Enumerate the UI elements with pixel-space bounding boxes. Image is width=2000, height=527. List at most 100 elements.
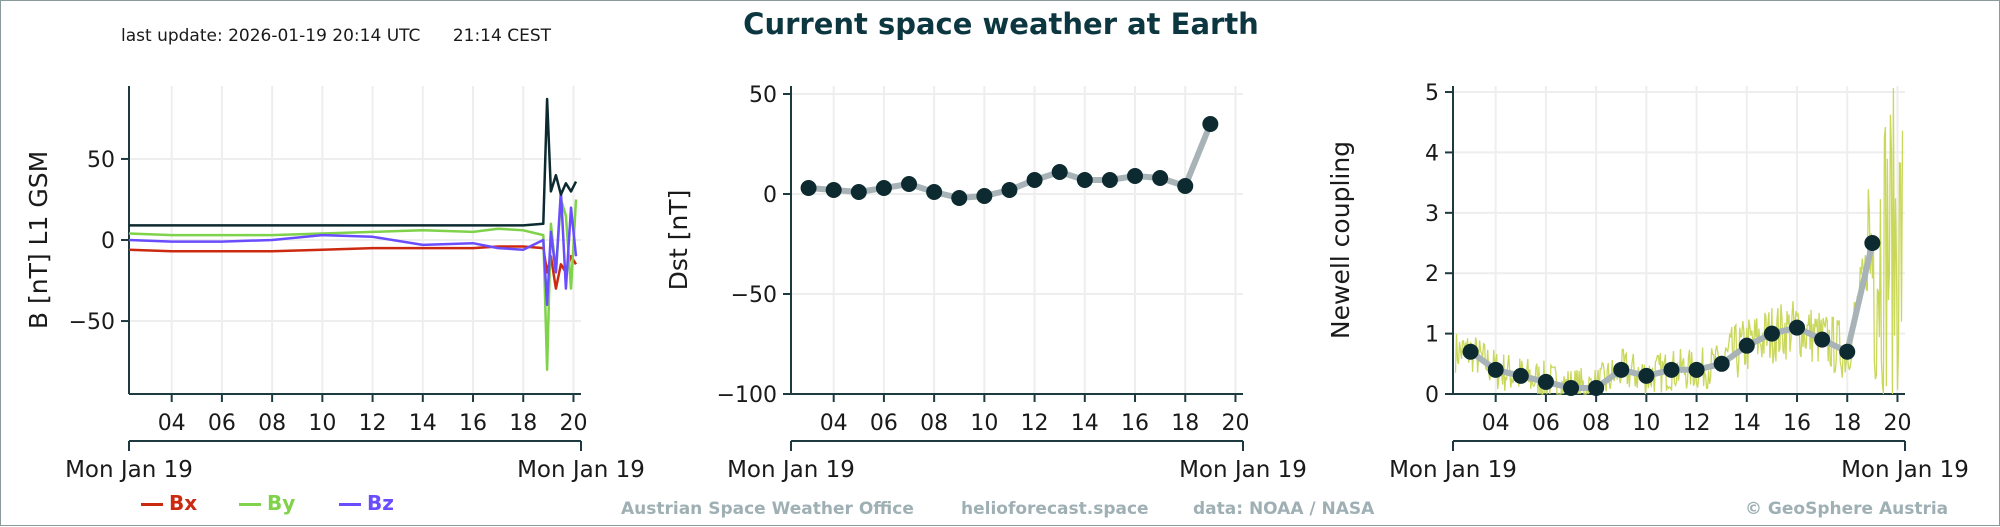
- data-point: [1814, 331, 1831, 348]
- date-start-label: Mon Jan 19: [727, 457, 855, 483]
- x-tick-label: 18: [1833, 411, 1861, 436]
- data-point: [1839, 343, 1856, 360]
- x-tick-label: 10: [308, 411, 336, 436]
- data-point: [1688, 361, 1705, 378]
- y-tick-label: −50: [69, 310, 115, 335]
- x-tick-label: 06: [1532, 411, 1560, 436]
- data-point: [800, 180, 817, 196]
- y-tick-label: −100: [717, 383, 777, 408]
- x-tick-label: 08: [1582, 411, 1610, 436]
- data-point: [1763, 325, 1780, 342]
- legend-by-label: By: [267, 491, 296, 515]
- x-tick-label: 04: [820, 411, 848, 436]
- x-tick-label: 12: [359, 411, 387, 436]
- data-point: [1563, 379, 1580, 396]
- x-tick-label: 20: [559, 411, 587, 436]
- data-point: [1613, 361, 1630, 378]
- x-tick-label: 12: [1021, 411, 1049, 436]
- data-point: [1638, 367, 1655, 384]
- data-point: [1462, 343, 1479, 360]
- y-tick-label: 5: [1425, 81, 1439, 106]
- data-point: [1177, 178, 1194, 194]
- date-end-label: Mon Jan 19: [1179, 457, 1307, 483]
- data-point: [1202, 116, 1219, 132]
- data-point: [1076, 172, 1093, 188]
- x-tick-label: 18: [1171, 411, 1199, 436]
- date-end-label: Mon Jan 19: [1841, 457, 1969, 483]
- legend-bx-label: Bx: [169, 491, 198, 515]
- data-point: [901, 176, 918, 192]
- footer-site: helioforecast.space: [961, 499, 1149, 519]
- y-tick-label: 4: [1425, 141, 1439, 166]
- x-tick-label: 04: [1482, 411, 1510, 436]
- data-point: [1512, 367, 1529, 384]
- data-point: [1051, 164, 1068, 180]
- data-point: [1588, 379, 1605, 396]
- newell-raw-line: [1454, 88, 1904, 396]
- y-tick-label: 1: [1425, 323, 1439, 348]
- data-point: [1738, 337, 1755, 354]
- footer-office: Austrian Space Weather Office: [621, 499, 914, 519]
- x-tick-label: 08: [920, 411, 948, 436]
- x-tick-label: 06: [208, 411, 236, 436]
- data-point: [1001, 182, 1018, 198]
- y-tick-label: 3: [1425, 202, 1439, 227]
- x-tick-label: 14: [409, 411, 437, 436]
- legend-bz-label: Bz: [367, 491, 394, 515]
- y-tick-label: 0: [763, 183, 777, 208]
- y-tick-label: 50: [749, 83, 777, 108]
- y-tick-label: 0: [1425, 383, 1439, 408]
- legend-bz: Bz: [339, 491, 394, 515]
- legend-bx: Bx: [141, 491, 197, 515]
- y-tick-label: −50: [731, 283, 777, 308]
- last-update-text: last update: 2026-01-19 20:14 UTC 21:14 …: [121, 26, 551, 46]
- x-tick-label: 16: [1783, 411, 1811, 436]
- data-point: [1789, 319, 1806, 336]
- x-tick-label: 18: [509, 411, 537, 436]
- data-point: [1864, 235, 1881, 252]
- data-point: [1127, 168, 1144, 184]
- x-tick-label: 12: [1683, 411, 1711, 436]
- series-line-bt: [129, 97, 578, 227]
- data-point: [1487, 361, 1504, 378]
- series-line-bz: [128, 190, 578, 307]
- x-tick-label: 10: [1632, 411, 1660, 436]
- data-point: [1101, 172, 1118, 188]
- footer-copyright: © GeoSphere Austria: [1745, 499, 1949, 519]
- data-point: [1663, 361, 1680, 378]
- data-point: [951, 190, 968, 206]
- legend-bz-swatch: [339, 503, 361, 506]
- y-axis-label: B [nT] L1 GSM: [24, 151, 53, 329]
- legend-by-swatch: [239, 503, 261, 506]
- data-point: [1152, 170, 1169, 186]
- y-tick-label: 0: [101, 229, 115, 254]
- legend-by: By: [239, 491, 295, 515]
- page-title: Current space weather at Earth: [743, 7, 1259, 41]
- data-point: [976, 188, 993, 204]
- data-point: [825, 182, 842, 198]
- footer-data-source: data: NOAA / NASA: [1193, 499, 1375, 519]
- x-tick-label: 20: [1221, 411, 1249, 436]
- x-tick-label: 14: [1733, 411, 1761, 436]
- x-tick-label: 20: [1883, 411, 1911, 436]
- series-line-bx: [128, 245, 578, 290]
- data-point: [850, 184, 867, 200]
- x-tick-label: 10: [970, 411, 998, 436]
- data-point: [875, 180, 892, 196]
- y-tick-label: 50: [87, 148, 115, 173]
- date-start-label: Mon Jan 19: [1389, 457, 1517, 483]
- x-tick-label: 14: [1071, 411, 1099, 436]
- y-axis-label: Newell coupling: [1326, 141, 1355, 339]
- data-point: [1713, 355, 1730, 372]
- x-tick-label: 04: [158, 411, 186, 436]
- x-tick-label: 06: [870, 411, 898, 436]
- y-axis-label: Dst [nT]: [664, 190, 693, 291]
- data-point: [926, 184, 943, 200]
- legend-bx-swatch: [141, 503, 163, 506]
- data-point: [1537, 373, 1554, 390]
- date-start-label: Mon Jan 19: [65, 457, 193, 483]
- x-tick-label: 16: [459, 411, 487, 436]
- data-point: [1026, 172, 1043, 188]
